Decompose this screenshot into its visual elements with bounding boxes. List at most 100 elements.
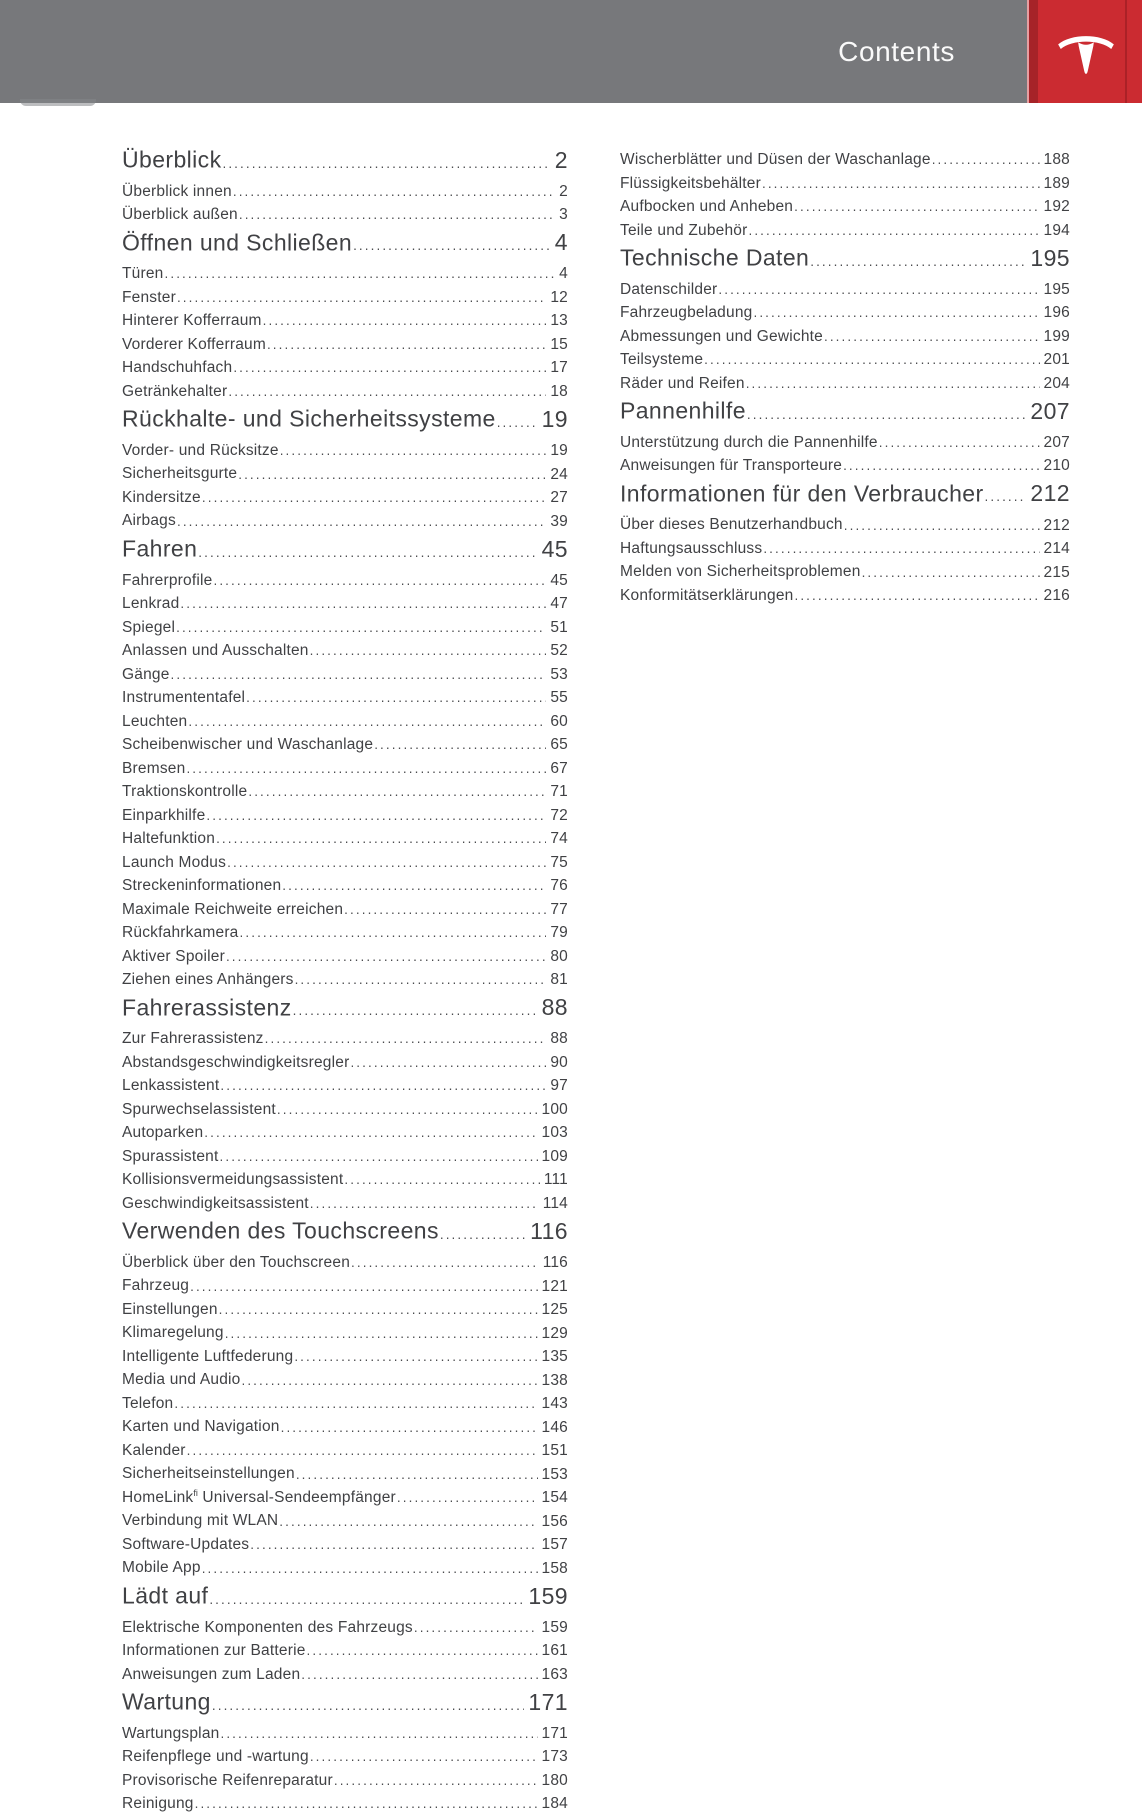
toc-entry[interactable]: Fahrerprofile 45 <box>122 567 568 591</box>
toc-entry[interactable]: Hinterer Kofferraum 13 <box>122 307 568 331</box>
toc-entry-page: 45 <box>541 535 568 562</box>
toc-entry[interactable]: Räder und Reifen 204 <box>620 370 1070 394</box>
toc-entry-label: Software-Updates <box>122 1536 250 1554</box>
toc-entry-page: 60 <box>550 712 568 730</box>
toc-entry[interactable]: Wischerblätter und Düsen der Waschanlage… <box>620 146 1070 170</box>
toc-entry[interactable]: Abstandsgeschwindigkeitsregler 90 <box>122 1049 568 1073</box>
toc-entry[interactable]: Spurwechselassistent 100 <box>122 1096 568 1120</box>
toc-entry[interactable]: Datenschilder 195 <box>620 276 1070 300</box>
toc-entry[interactable]: Reinigung 184 <box>122 1790 568 1814</box>
toc-entry-page: 4 <box>554 229 568 256</box>
toc-entry[interactable]: Haltefunktion 74 <box>122 825 568 849</box>
toc-entry[interactable]: Maximale Reichweite erreichen 77 <box>122 896 568 920</box>
toc-entry[interactable]: Airbags 39 <box>122 507 568 531</box>
toc-entry[interactable]: Provisorische Reifenreparatur 180 <box>122 1767 568 1791</box>
toc-entry[interactable]: Einstellungen 125 <box>122 1296 568 1320</box>
toc-entry[interactable]: Fahrzeugbeladung 196 <box>620 299 1070 323</box>
toc-entry[interactable]: Klimaregelung 129 <box>122 1319 568 1343</box>
toc-entry[interactable]: Einparkhilfe 72 <box>122 802 568 826</box>
toc-entry[interactable]: Sicherheitsgurte 24 <box>122 460 568 484</box>
toc-entry[interactable]: Abmessungen und Gewichte 199 <box>620 323 1070 347</box>
toc-entry[interactable]: Ziehen eines Anhängers 81 <box>122 966 568 990</box>
toc-entry[interactable]: Verwenden des Touchscreens 116 <box>122 1213 568 1249</box>
toc-entry[interactable]: Gänge 53 <box>122 661 568 685</box>
toc-entry[interactable]: Leuchten 60 <box>122 708 568 732</box>
toc-entry[interactable]: Instrumententafel 55 <box>122 684 568 708</box>
toc-entry[interactable]: Lädt auf 159 <box>122 1578 568 1614</box>
toc-entry[interactable]: Öffnen und Schließen 4 <box>122 225 568 261</box>
toc-entry[interactable]: Türen 4 <box>122 260 568 284</box>
toc-entry[interactable]: Wartungsplan 171 <box>122 1720 568 1744</box>
toc-entry[interactable]: Lenkrad 47 <box>122 590 568 614</box>
toc-entry[interactable]: Spiegel 51 <box>122 614 568 638</box>
toc-entry-page: 88 <box>550 1030 568 1048</box>
toc-entry[interactable]: Telefon 143 <box>122 1390 568 1414</box>
toc-entry[interactable]: Melden von Sicherheitsproblemen 215 <box>620 558 1070 582</box>
toc-entry[interactable]: Überblick 2 <box>122 142 568 178</box>
toc-entry-page: 90 <box>550 1053 568 1071</box>
toc-entry[interactable]: Pannenhilfe 207 <box>620 393 1070 429</box>
dot-leader <box>228 382 546 401</box>
toc-entry[interactable]: Fahrzeug 121 <box>122 1272 568 1296</box>
toc-entry[interactable]: Elektrische Komponenten des Fahrzeugs 15… <box>122 1614 568 1638</box>
dot-leader <box>718 280 1039 299</box>
toc-entry[interactable]: Karten und Navigation 146 <box>122 1413 568 1437</box>
toc-entry[interactable]: Informationen zur Batterie 161 <box>122 1637 568 1661</box>
toc-entry[interactable]: Media und Audio 138 <box>122 1366 568 1390</box>
toc-entry-page: 158 <box>541 1559 568 1577</box>
toc-entry[interactable]: Unterstützung durch die Pannenhilfe 207 <box>620 429 1070 453</box>
toc-entry[interactable]: Technische Daten 195 <box>620 240 1070 276</box>
toc-entry[interactable]: Intelligente Luftfederung 135 <box>122 1343 568 1367</box>
toc-entry[interactable]: Über dieses Benutzerhandbuch 212 <box>620 511 1070 535</box>
toc-entry[interactable]: Scheibenwischer und Waschanlage 65 <box>122 731 568 755</box>
toc-entry[interactable]: Getränkehalter 18 <box>122 378 568 402</box>
toc-entry[interactable]: Verbindung mit WLAN 156 <box>122 1507 568 1531</box>
toc-entry[interactable]: Überblick außen 3 <box>122 201 568 225</box>
toc-entry[interactable]: Rückhalte- und Sicherheitssysteme 19 <box>122 401 568 437</box>
toc-entry[interactable]: Bremsen 67 <box>122 755 568 779</box>
toc-entry[interactable]: Traktionskontrolle 71 <box>122 778 568 802</box>
toc-entry[interactable]: Handschuhfach 17 <box>122 354 568 378</box>
toc-entry[interactable]: Software-Updates 157 <box>122 1531 568 1555</box>
toc-entry[interactable]: Fahrerassistenz 88 <box>122 990 568 1026</box>
toc-entry[interactable]: Flüssigkeitsbehälter 189 <box>620 170 1070 194</box>
toc-entry[interactable]: Sicherheitseinstellungen 153 <box>122 1460 568 1484</box>
toc-entry[interactable]: Reifenpflege und -wartung 173 <box>122 1743 568 1767</box>
toc-entry-page: 114 <box>542 1194 568 1212</box>
toc-entry[interactable]: Aktiver Spoiler 80 <box>122 943 568 967</box>
toc-entry[interactable]: Lenkassistent 97 <box>122 1072 568 1096</box>
toc-entry[interactable]: Überblick innen 2 <box>122 178 568 202</box>
toc-entry[interactable]: Haftungsausschluss 214 <box>620 535 1070 559</box>
toc-entry[interactable]: Rückfahrkamera 79 <box>122 919 568 943</box>
toc-entry[interactable]: Konformitätserklärungen 216 <box>620 582 1070 606</box>
toc-entry[interactable]: Überblick über den Touchscreen 116 <box>122 1249 568 1273</box>
toc-entry[interactable]: Zur Fahrerassistenz 88 <box>122 1025 568 1049</box>
toc-entry[interactable]: Teile und Zubehör 194 <box>620 217 1070 241</box>
toc-entry[interactable]: Spurassistent 109 <box>122 1143 568 1167</box>
toc-entry[interactable]: Fahren 45 <box>122 531 568 567</box>
toc-entry-label: Lädt auf <box>122 1582 209 1609</box>
toc-entry-page: 88 <box>541 994 568 1021</box>
toc-entry[interactable]: Kalender 151 <box>122 1437 568 1461</box>
toc-entry[interactable]: Mobile App 158 <box>122 1554 568 1578</box>
toc-entry[interactable]: HomeLinkfi Universal-Sendeempfänger 154 <box>122 1484 568 1508</box>
toc-entry[interactable]: Aufbocken und Anheben 192 <box>620 193 1070 217</box>
toc-entry[interactable]: Kindersitze 27 <box>122 484 568 508</box>
toc-entry[interactable]: Fenster 12 <box>122 284 568 308</box>
toc-entry[interactable]: Anweisungen zum Laden 163 <box>122 1661 568 1685</box>
toc-entry[interactable]: Geschwindigkeitsassistent 114 <box>122 1190 568 1214</box>
toc-entry[interactable]: Launch Modus 75 <box>122 849 568 873</box>
toc-entry[interactable]: Informationen für den Verbraucher 212 <box>620 476 1070 512</box>
toc-entry-page: 188 <box>1043 151 1070 169</box>
toc-entry[interactable]: Vorderer Kofferraum 15 <box>122 331 568 355</box>
dot-leader <box>985 479 1027 511</box>
toc-entry[interactable]: Streckeninformationen 76 <box>122 872 568 896</box>
toc-entry[interactable]: Wartung 171 <box>122 1684 568 1720</box>
toc-entry[interactable]: Vorder- und Rücksitze 19 <box>122 437 568 461</box>
toc-entry[interactable]: Kollisionsvermeidungsassistent 111 <box>122 1166 568 1190</box>
toc-entry[interactable]: Anweisungen für Transporteure 210 <box>620 452 1070 476</box>
toc-entry[interactable]: Autoparken 103 <box>122 1119 568 1143</box>
toc-entry-label: Abmessungen und Gewichte <box>620 327 823 345</box>
toc-entry[interactable]: Teilsysteme 201 <box>620 346 1070 370</box>
toc-entry[interactable]: Anlassen und Ausschalten 52 <box>122 637 568 661</box>
